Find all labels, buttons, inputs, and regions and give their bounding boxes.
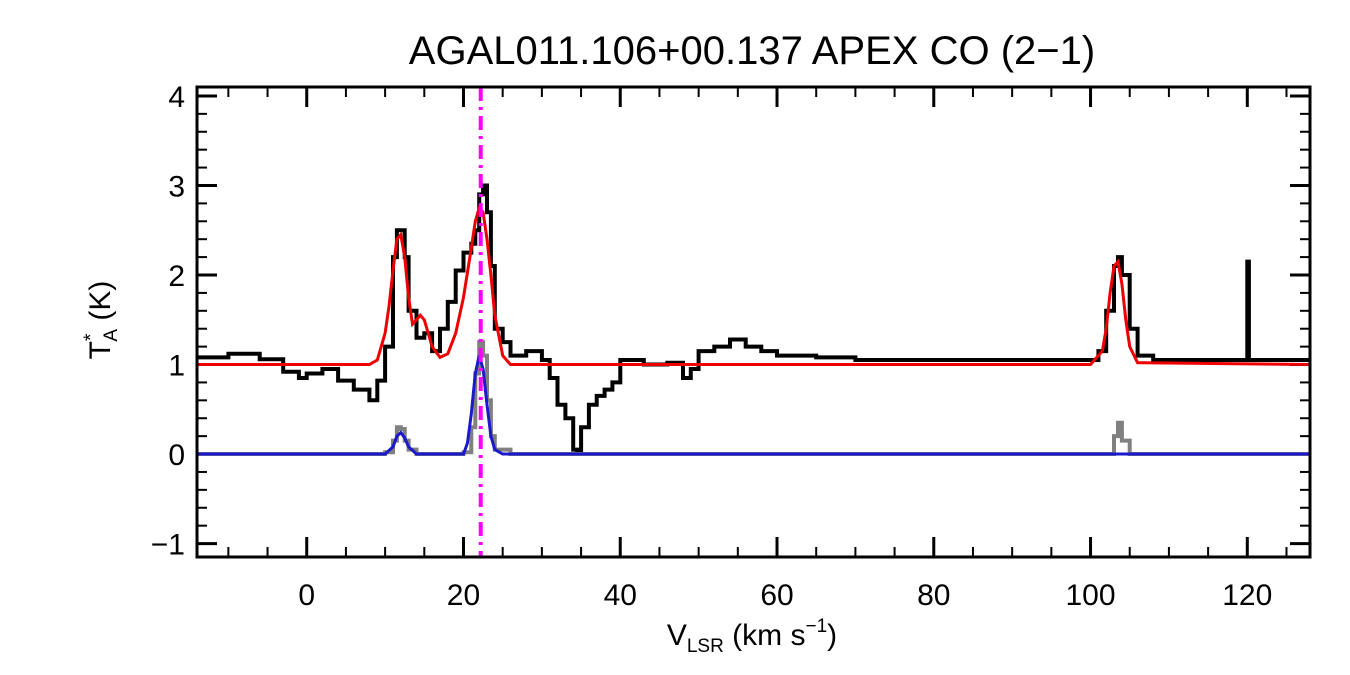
series-gaussian-fit-red- — [197, 204, 1311, 366]
x-tick-label: 80 — [917, 579, 950, 612]
y-tick-label: −1 — [151, 529, 185, 562]
chart-title: AGAL011.106+00.137 APEX CO (2−1) — [409, 29, 1095, 73]
plot-series — [197, 87, 1311, 557]
y-tick-label: 1 — [168, 350, 185, 383]
x-tick-label: 60 — [760, 579, 793, 612]
x-tick-label: 20 — [447, 579, 480, 612]
x-tick-label: 40 — [604, 579, 637, 612]
series-gaussian-fit-blue- — [197, 355, 1310, 456]
x-tick-label: 100 — [1066, 579, 1116, 612]
y-tick-label: 4 — [168, 81, 185, 114]
y-tick-label: 0 — [168, 439, 185, 472]
series-second-transition-spectrum-grey- — [197, 340, 1310, 456]
axis-ticks — [197, 87, 1310, 557]
tick-labels: 0 20 40 60 80 100 120 −1 0 1 2 3 4 — [151, 81, 1273, 612]
series-observed-co-2-1-spectrum-offset-1-k- — [197, 183, 1310, 456]
y-tick-label: 2 — [168, 260, 185, 293]
plot-frame — [195, 85, 1312, 559]
x-axis-label: VLSR (km s−1) — [667, 616, 837, 657]
x-tick-label: 0 — [298, 579, 315, 612]
y-axis-label: T*A (K) — [81, 281, 122, 360]
y-tick-label: 3 — [168, 170, 185, 203]
x-tick-label: 120 — [1222, 579, 1272, 612]
